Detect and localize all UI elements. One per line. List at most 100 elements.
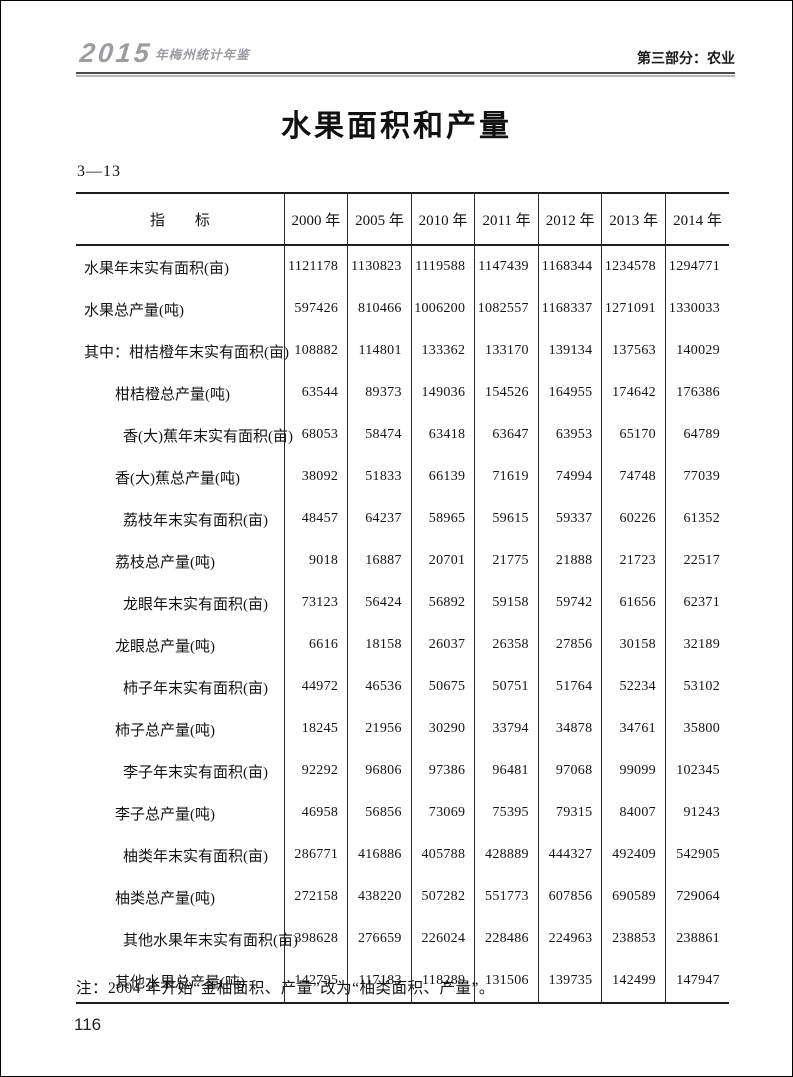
value-cell: 139735 [537, 960, 602, 1003]
value-cell: 74748 [601, 456, 666, 498]
row-label-cell: 荔枝年末实有面积(亩) [123, 512, 268, 529]
row-label-cell: 柿子总产量(吨) [115, 722, 215, 739]
value-cell: 46958 [283, 792, 348, 834]
value-cell: 398628 [283, 918, 348, 960]
row-label-cell: 柚类年末实有面积(亩) [123, 848, 268, 865]
year-header-cell: 2000 年 [283, 193, 348, 246]
value-cell: 50751 [474, 666, 539, 708]
value-cell: 140029 [664, 330, 729, 372]
table-row: 其中：柑桔橙年末实有面积(亩) 108882 114801 133362 133170 1… [76, 330, 729, 372]
value-cell: 142499 [601, 960, 666, 1003]
value-cell: 139134 [537, 330, 602, 372]
yearbook-logo: 2015年梅州统计年鉴 [78, 38, 250, 69]
value-cell: 102345 [664, 750, 729, 792]
value-cell: 64789 [664, 414, 729, 456]
value-cell: 92292 [283, 750, 348, 792]
value-cell: 59742 [537, 582, 602, 624]
row-label-cell: 柑桔橙总产量(吨) [115, 386, 230, 403]
value-cell: 27856 [537, 624, 602, 666]
value-cell: 38092 [283, 456, 348, 498]
value-cell: 164955 [537, 372, 602, 414]
table-row: 李子年末实有面积(亩) 92292 96806 97386 96481 97068 9909… [76, 750, 729, 792]
year-header-cell: 2014 年 [664, 193, 729, 246]
table-row: 柚类总产量(吨) 272158 438220 507282 551773 607856 69… [76, 876, 729, 918]
value-cell: 286771 [283, 834, 348, 876]
value-cell: 68053 [283, 414, 348, 456]
value-cell: 56892 [410, 582, 475, 624]
table-row: 龙眼总产量(吨) 6616 18158 26037 26358 27856 30158 321… [76, 624, 729, 666]
row-label-cell: 柿子年末实有面积(亩) [123, 680, 268, 697]
value-cell: 51833 [347, 456, 412, 498]
section-label: 第三部分：农业 [637, 50, 735, 66]
value-cell: 238861 [664, 918, 729, 960]
value-cell: 99099 [601, 750, 666, 792]
value-cell: 729064 [664, 876, 729, 918]
value-cell: 142795 [283, 960, 348, 1003]
value-cell: 77039 [664, 456, 729, 498]
masthead-divider [76, 72, 735, 77]
value-cell: 9018 [283, 540, 348, 582]
table-number: 3—13 [77, 163, 121, 180]
value-cell: 96806 [347, 750, 412, 792]
row-label-cell: 其他水果总产量(吨) [115, 974, 245, 991]
value-cell: 1147439 [474, 245, 539, 288]
value-cell: 416886 [347, 834, 412, 876]
table-row: 其他水果总产量(吨) 142795 117183 118289 131506 139735… [76, 960, 729, 1003]
value-cell: 89373 [347, 372, 412, 414]
value-cell: 73069 [410, 792, 475, 834]
value-cell: 65170 [601, 414, 666, 456]
value-cell: 56856 [347, 792, 412, 834]
row-label-cell: 其中：柑桔橙年末实有面积(亩) [84, 344, 289, 361]
row-label-cell: 水果年末实有面积(亩) [84, 260, 229, 277]
masthead: 2015年梅州统计年鉴 第三部分：农业 [76, 38, 735, 71]
value-cell: 34761 [601, 708, 666, 750]
row-label-cell: 李子年末实有面积(亩) [123, 764, 268, 781]
row-label-cell: 香(大)蕉总产量(吨) [115, 470, 240, 487]
value-cell: 63418 [410, 414, 475, 456]
value-cell: 131506 [474, 960, 539, 1003]
value-cell: 118289 [410, 960, 475, 1003]
value-cell: 60226 [601, 498, 666, 540]
value-cell: 224963 [537, 918, 602, 960]
value-cell: 75395 [474, 792, 539, 834]
value-cell: 59158 [474, 582, 539, 624]
value-cell: 428889 [474, 834, 539, 876]
value-cell: 133170 [474, 330, 539, 372]
footnote: 注：2004 年开始“金柚面积、产量”改为“柚类面积、产量”。 [76, 980, 495, 997]
value-cell: 58965 [410, 498, 475, 540]
value-cell: 30290 [410, 708, 475, 750]
value-cell: 149036 [410, 372, 475, 414]
value-cell: 97068 [537, 750, 602, 792]
value-cell: 108882 [283, 330, 348, 372]
value-cell: 154526 [474, 372, 539, 414]
year-header-cell: 2012 年 [537, 193, 602, 246]
table-row: 柿子年末实有面积(亩) 44972 46536 50675 50751 51764 5223… [76, 666, 729, 708]
value-cell: 597426 [283, 288, 348, 330]
value-cell: 79315 [537, 792, 602, 834]
value-cell: 74994 [537, 456, 602, 498]
table-row: 李子总产量(吨) 46958 56856 73069 75395 79315 84007 91… [76, 792, 729, 834]
value-cell: 91243 [664, 792, 729, 834]
value-cell: 276659 [347, 918, 412, 960]
value-cell: 507282 [410, 876, 475, 918]
value-cell: 542905 [664, 834, 729, 876]
row-label-cell: 龙眼年末实有面积(亩) [123, 596, 268, 613]
value-cell: 1294771 [664, 245, 729, 288]
value-cell: 6616 [283, 624, 348, 666]
value-cell: 22517 [664, 540, 729, 582]
value-cell: 444327 [537, 834, 602, 876]
value-cell: 18245 [283, 708, 348, 750]
value-cell: 1271091 [601, 288, 666, 330]
value-cell: 690589 [601, 876, 666, 918]
table-row: 柚类年末实有面积(亩) 286771 416886 405788 428889 44432… [76, 834, 729, 876]
value-cell: 30158 [601, 624, 666, 666]
value-cell: 114801 [347, 330, 412, 372]
table-row: 香(大)蕉年末实有面积(亩) 68053 58474 63418 63647 63953 6… [76, 414, 729, 456]
year-header-cell: 2011 年 [474, 193, 539, 246]
value-cell: 53102 [664, 666, 729, 708]
value-cell: 58474 [347, 414, 412, 456]
value-cell: 62371 [664, 582, 729, 624]
value-cell: 492409 [601, 834, 666, 876]
value-cell: 32189 [664, 624, 729, 666]
value-cell: 272158 [283, 876, 348, 918]
